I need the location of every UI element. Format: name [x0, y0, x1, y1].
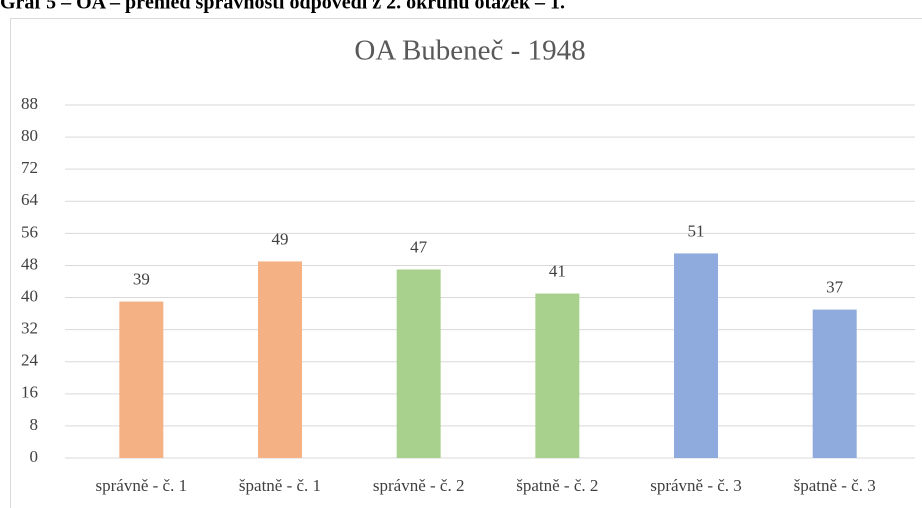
caption: Graf 5 – OA – přehled správnosti odpověd… [0, 0, 565, 14]
value-label: 51 [688, 221, 705, 240]
x-tick-label: špatně - č. 2 [516, 476, 598, 495]
x-tick-label: špatně - č. 1 [239, 476, 321, 495]
chart-title: OA Bubeneč - 1948 [354, 35, 585, 67]
bar [258, 261, 302, 458]
bar [674, 253, 718, 458]
y-tick-label: 48 [21, 254, 38, 273]
x-tick-label: špatně - č. 3 [794, 476, 876, 495]
y-tick-label: 32 [21, 319, 38, 338]
bar [535, 293, 580, 458]
y-tick-label: 56 [21, 222, 38, 241]
x-tick-label: správně - č. 1 [96, 476, 188, 495]
bar [119, 301, 164, 458]
y-tick-label: 0 [30, 447, 39, 466]
value-label: 39 [133, 269, 150, 288]
y-tick-label: 72 [21, 158, 38, 177]
y-tick-label: 8 [30, 415, 39, 434]
bar [396, 269, 441, 458]
x-tick-label: správně - č. 3 [650, 476, 742, 495]
y-tick-label: 24 [21, 351, 39, 370]
bar [812, 309, 857, 458]
y-tick-label: 16 [21, 383, 38, 402]
value-label: 47 [410, 237, 428, 256]
value-label: 41 [549, 261, 566, 280]
x-tick-label: správně - č. 2 [373, 476, 465, 495]
value-label: 49 [272, 229, 289, 248]
y-tick-label: 40 [21, 286, 38, 305]
y-tick-label: 80 [21, 126, 38, 145]
y-tick-label: 64 [21, 190, 39, 209]
y-tick-label: 88 [21, 94, 38, 113]
value-label: 37 [826, 277, 844, 296]
